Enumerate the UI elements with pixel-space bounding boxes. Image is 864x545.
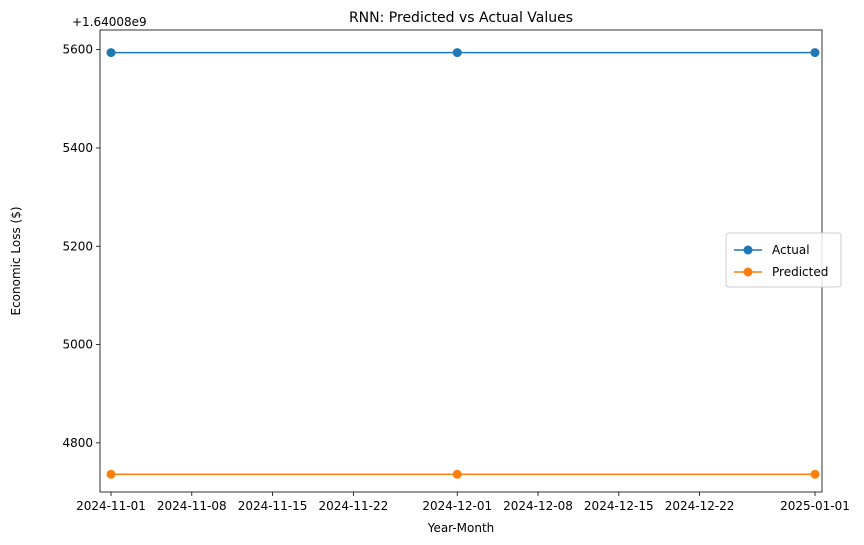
x-tick-label: 2024-11-01 (76, 499, 146, 513)
legend: Actual Predicted (725, 232, 842, 288)
y-tick-label: 5000 (62, 338, 93, 352)
y-tick-label: 5400 (62, 141, 93, 155)
chart-title: RNN: Predicted vs Actual Values (349, 10, 573, 26)
x-tick-label: 2024-11-08 (157, 499, 227, 513)
legend-label: Predicted (772, 265, 828, 279)
data-point-actual (452, 48, 462, 58)
x-tick-label: 2024-12-22 (665, 499, 735, 513)
series-group (106, 48, 820, 479)
x-tick-label: 2024-12-01 (422, 499, 492, 513)
data-point-predicted (106, 469, 116, 479)
x-tick-label: 2024-12-08 (503, 499, 573, 513)
y-axis-offset-label: +1.64008e9 (72, 15, 147, 29)
x-tick-label: 2025-01-01 (780, 499, 850, 513)
legend-box (725, 232, 842, 288)
y-tick-label: 5600 (62, 43, 93, 57)
x-tick-label: 2024-11-15 (238, 499, 308, 513)
axes-frame (99, 29, 823, 493)
x-axis-ticks: 2024-11-01 2024-11-08 2024-11-15 2024-11-22… (76, 492, 850, 513)
data-point-actual (106, 48, 116, 58)
y-axis-label: Economic Loss ($) (9, 206, 23, 315)
y-tick-label: 4800 (62, 436, 93, 450)
x-axis-label: Year-Month (427, 521, 495, 535)
data-point-predicted (810, 469, 820, 479)
y-tick-label: 5200 (62, 239, 93, 253)
y-axis-ticks: 4800 5000 5200 5400 5600 (62, 43, 100, 450)
data-point-actual (810, 48, 820, 58)
x-tick-label: 2024-11-22 (318, 499, 388, 513)
legend-label: Actual (772, 243, 810, 257)
legend-marker (743, 267, 753, 277)
legend-marker (743, 245, 753, 255)
plot-frame (99, 29, 823, 493)
x-tick-label: 2024-12-15 (584, 499, 654, 513)
data-point-predicted (452, 469, 462, 479)
